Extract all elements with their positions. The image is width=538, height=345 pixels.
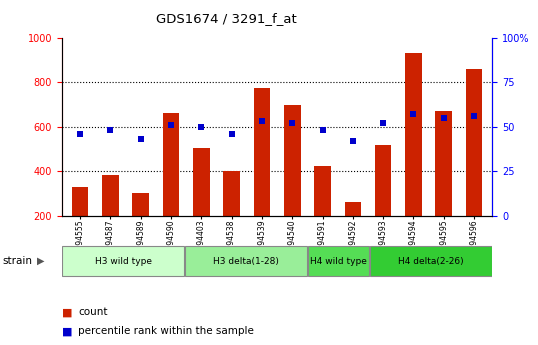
Text: H3 delta(1-28): H3 delta(1-28) (214, 257, 279, 266)
Bar (284, 105, 301, 216)
Point (167, 122, 175, 128)
Bar (223, 171, 240, 216)
Bar (435, 111, 452, 216)
Bar (375, 145, 392, 216)
Bar (308, 246, 369, 276)
Bar (132, 194, 149, 216)
Text: count: count (78, 307, 108, 317)
Bar (62, 246, 184, 276)
Point (288, 120, 296, 126)
Bar (370, 246, 492, 276)
Point (106, 128, 115, 133)
Point (470, 114, 478, 119)
Bar (314, 166, 331, 216)
Bar (72, 187, 88, 216)
Text: ▶: ▶ (37, 256, 44, 266)
Bar (253, 88, 270, 216)
Text: strain: strain (3, 256, 33, 266)
Text: H4 delta(2-26): H4 delta(2-26) (398, 257, 464, 266)
Text: ■: ■ (62, 326, 73, 336)
Point (379, 120, 387, 126)
Point (349, 138, 357, 144)
Bar (102, 175, 119, 216)
Point (258, 119, 266, 124)
Text: GDS1674 / 3291_f_at: GDS1674 / 3291_f_at (155, 12, 296, 25)
Bar (344, 202, 361, 216)
Point (318, 128, 327, 133)
Bar (466, 69, 483, 216)
Point (76, 131, 84, 137)
Point (440, 115, 448, 121)
Bar (162, 114, 179, 216)
Bar (405, 53, 422, 216)
Bar (186, 246, 307, 276)
Point (136, 137, 145, 142)
Text: percentile rank within the sample: percentile rank within the sample (78, 326, 254, 336)
Point (409, 111, 418, 117)
Text: H3 wild type: H3 wild type (95, 257, 152, 266)
Point (197, 124, 206, 129)
Text: H4 wild type: H4 wild type (310, 257, 367, 266)
Point (227, 131, 236, 137)
Text: ■: ■ (62, 307, 73, 317)
Bar (193, 148, 210, 216)
